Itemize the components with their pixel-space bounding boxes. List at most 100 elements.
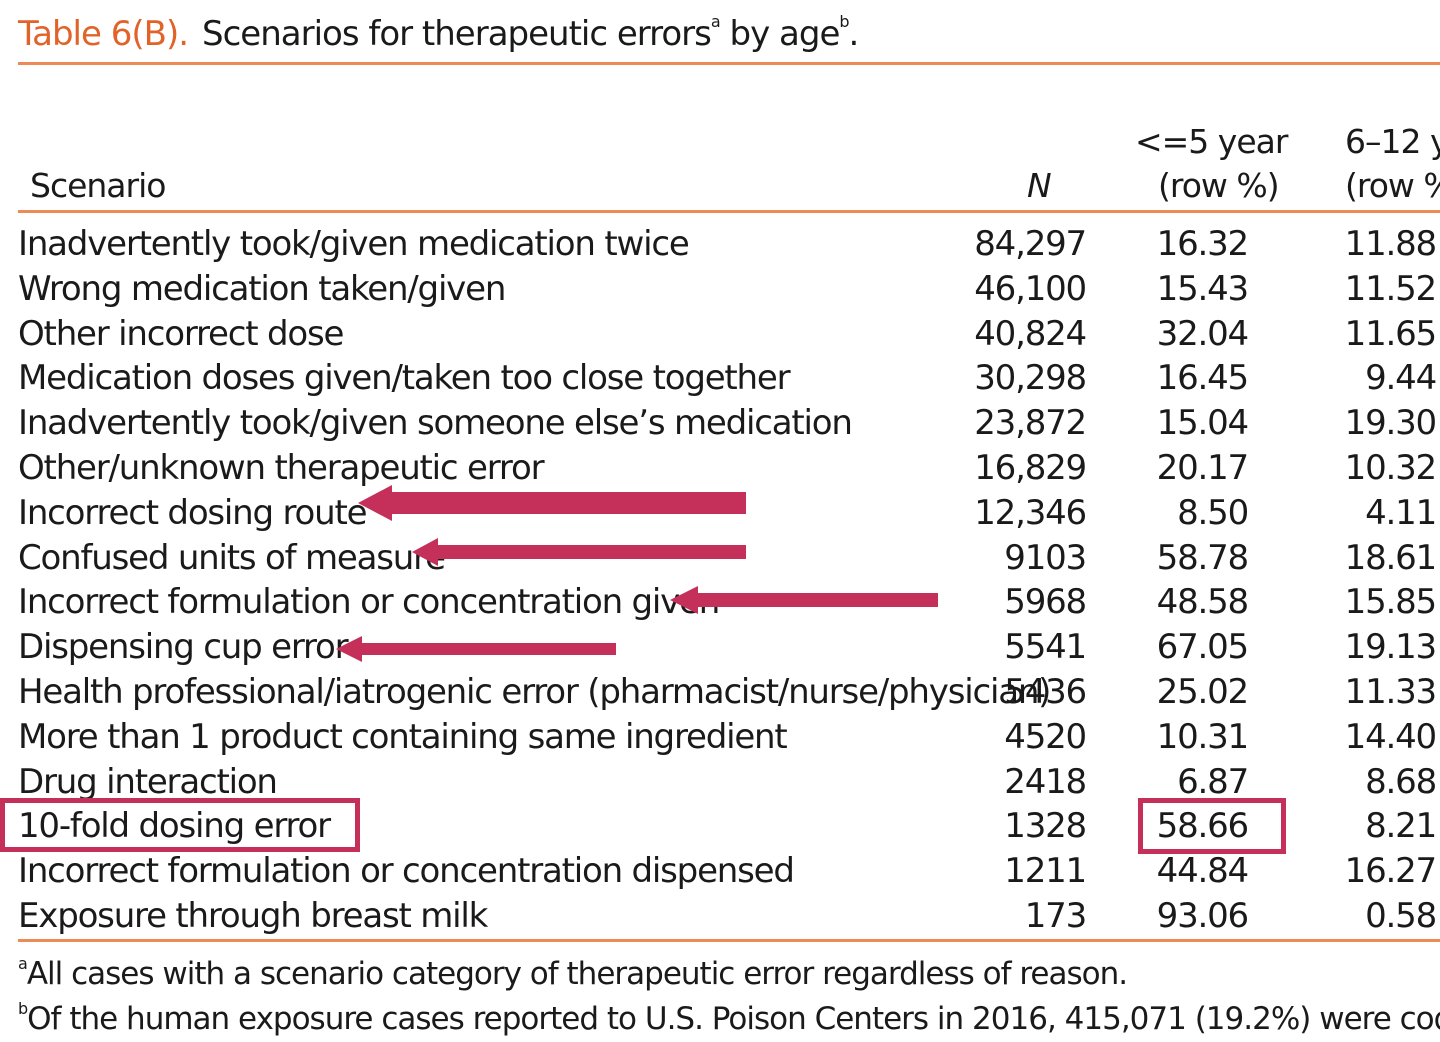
table-row: Other/unknown therapeutic error 16,829 20.… xyxy=(0,446,1440,491)
row-n: 5436 xyxy=(1004,671,1087,712)
header-age-0-5-line2: (row %) xyxy=(1158,166,1280,205)
header-scenario: Scenario xyxy=(30,166,166,205)
bottom-rule xyxy=(18,939,1440,942)
row-age-0-5: 67.05 xyxy=(1156,627,1250,668)
header-age-6-12-line2: (row % xyxy=(1345,166,1440,205)
title-text: Scenarios for therapeutic errors xyxy=(202,14,712,54)
row-n: 4520 xyxy=(1004,716,1087,757)
arrow-icon xyxy=(670,586,938,614)
row-n: 12,346 xyxy=(974,492,1087,533)
row-age-6-12: 19.13 xyxy=(1344,627,1438,668)
row-n: 1328 xyxy=(1004,806,1087,847)
row-age-6-12: 8.21 xyxy=(1365,806,1437,847)
row-age-6-12: 8.68 xyxy=(1365,761,1437,802)
row-scenario: Confused units of measure xyxy=(18,537,446,578)
row-scenario: Incorrect formulation or concentration d… xyxy=(18,851,795,892)
title-sup-b: b xyxy=(839,12,849,31)
row-age-6-12: 10.32 xyxy=(1344,447,1438,488)
table-row: Drug interaction 2418 6.87 8.68 xyxy=(0,760,1440,805)
row-scenario: 10-fold dosing error xyxy=(18,806,331,847)
table-title: Table 6(B). Scenarios for therapeutic err… xyxy=(18,12,860,54)
row-scenario: Medication doses given/taken too close t… xyxy=(18,358,791,399)
row-n: 5541 xyxy=(1004,627,1087,668)
row-scenario: Inadvertently took/given medication twic… xyxy=(18,224,690,264)
row-age-0-5: 16.32 xyxy=(1156,224,1250,264)
header-rule xyxy=(18,210,1440,213)
footnote-a-mark: a xyxy=(18,954,28,973)
row-age-6-12: 19.30 xyxy=(1344,403,1438,444)
row-age-0-5: 44.84 xyxy=(1156,851,1250,892)
table-row: More than 1 product containing same ingr… xyxy=(0,715,1440,760)
row-age-0-5: 16.45 xyxy=(1156,358,1250,399)
footnote-a-text: All cases with a scenario category of th… xyxy=(26,956,1128,992)
table-row: Dispensing cup error 5541 67.05 19.13 xyxy=(0,625,1440,670)
table-row: Inadvertently took/given someone else’s … xyxy=(0,401,1440,446)
table-row: Medication doses given/taken too close t… xyxy=(0,356,1440,401)
row-n: 84,297 xyxy=(974,224,1087,264)
row-age-0-5: 58.78 xyxy=(1156,537,1250,578)
row-age-0-5: 32.04 xyxy=(1156,313,1250,354)
row-n: 173 xyxy=(1024,895,1088,936)
table-row: 10-fold dosing error 1328 58.66 8.21 xyxy=(0,804,1440,849)
row-age-0-5: 25.02 xyxy=(1156,671,1250,712)
highlight-box-10-fold xyxy=(0,798,360,852)
table-body: Inadvertently took/given medication twic… xyxy=(0,222,1440,939)
row-n: 9103 xyxy=(1004,537,1087,578)
title-sup-a: a xyxy=(710,12,721,31)
row-n: 16,829 xyxy=(974,447,1087,488)
title-end: . xyxy=(848,14,860,54)
row-n: 5968 xyxy=(1004,582,1087,623)
footnote-b-text: Of the human exposure cases reported to … xyxy=(27,1001,1440,1037)
header-age-0-5-line1: <=5 year xyxy=(1135,122,1288,161)
row-age-0-5: 10.31 xyxy=(1156,716,1250,757)
row-n: 2418 xyxy=(1004,761,1087,802)
row-age-6-12: 11.33 xyxy=(1344,671,1438,712)
row-age-6-12: 4.11 xyxy=(1365,492,1437,533)
row-age-0-5: 20.17 xyxy=(1156,447,1250,488)
row-scenario: Incorrect formulation or concentration g… xyxy=(18,582,720,623)
row-age-6-12: 11.52 xyxy=(1344,268,1438,309)
highlight-box-58-66 xyxy=(1138,798,1286,854)
header-age-6-12-line1: 6–12 y xyxy=(1345,122,1440,161)
row-age-0-5: 15.04 xyxy=(1156,403,1250,444)
row-age-0-5: 6.87 xyxy=(1177,761,1249,802)
table-row: Other incorrect dose 40,824 32.04 11.65 xyxy=(0,312,1440,357)
footnote-b-mark: b xyxy=(18,999,28,1018)
row-age-6-12: 16.27 xyxy=(1344,851,1438,892)
footnote-b: bOf the human exposure cases reported to… xyxy=(18,999,1440,1037)
header-n: N xyxy=(1027,166,1052,205)
row-n: 30,298 xyxy=(974,358,1087,399)
row-scenario: Drug interaction xyxy=(18,761,278,802)
table-row: Incorrect formulation or concentration g… xyxy=(0,580,1440,625)
row-n: 46,100 xyxy=(974,268,1087,309)
row-age-0-5: 93.06 xyxy=(1156,895,1250,936)
row-scenario: Other incorrect dose xyxy=(18,313,344,354)
row-age-0-5: 15.43 xyxy=(1156,268,1250,309)
top-rule xyxy=(18,62,1440,65)
table-row: Inadvertently took/given medication twic… xyxy=(0,222,1440,267)
row-age-0-5: 8.50 xyxy=(1177,492,1249,533)
row-scenario: Wrong medication taken/given xyxy=(18,268,506,309)
row-age-6-12: 15.85 xyxy=(1344,582,1438,623)
row-scenario: Exposure through breast milk xyxy=(18,895,488,936)
row-n: 40,824 xyxy=(974,313,1087,354)
table-row: Wrong medication taken/given 46,100 15.43 1… xyxy=(0,267,1440,312)
arrow-icon xyxy=(412,538,746,566)
table-row: Incorrect formulation or concentration d… xyxy=(0,849,1440,894)
row-scenario: Health professional/iatrogenic error (ph… xyxy=(18,671,1051,712)
row-age-6-12: 14.40 xyxy=(1344,716,1438,757)
row-age-6-12: 11.88 xyxy=(1344,224,1438,264)
row-scenario: Inadvertently took/given someone else’s … xyxy=(18,403,853,444)
arrow-icon xyxy=(358,485,746,521)
row-age-6-12: 11.65 xyxy=(1344,313,1438,354)
arrow-icon xyxy=(336,636,616,662)
row-n: 23,872 xyxy=(974,403,1087,444)
row-scenario: More than 1 product containing same ingr… xyxy=(18,716,788,757)
row-scenario: Dispensing cup error xyxy=(18,627,349,668)
table-label: Table 6(B). xyxy=(18,14,189,54)
row-age-0-5: 58.66 xyxy=(1156,806,1250,847)
table-row: Exposure through breast milk 173 93.06 0.58 xyxy=(0,894,1440,939)
row-age-6-12: 9.44 xyxy=(1365,358,1437,399)
footnote-a: aAll cases with a scenario category of t… xyxy=(18,954,1128,992)
